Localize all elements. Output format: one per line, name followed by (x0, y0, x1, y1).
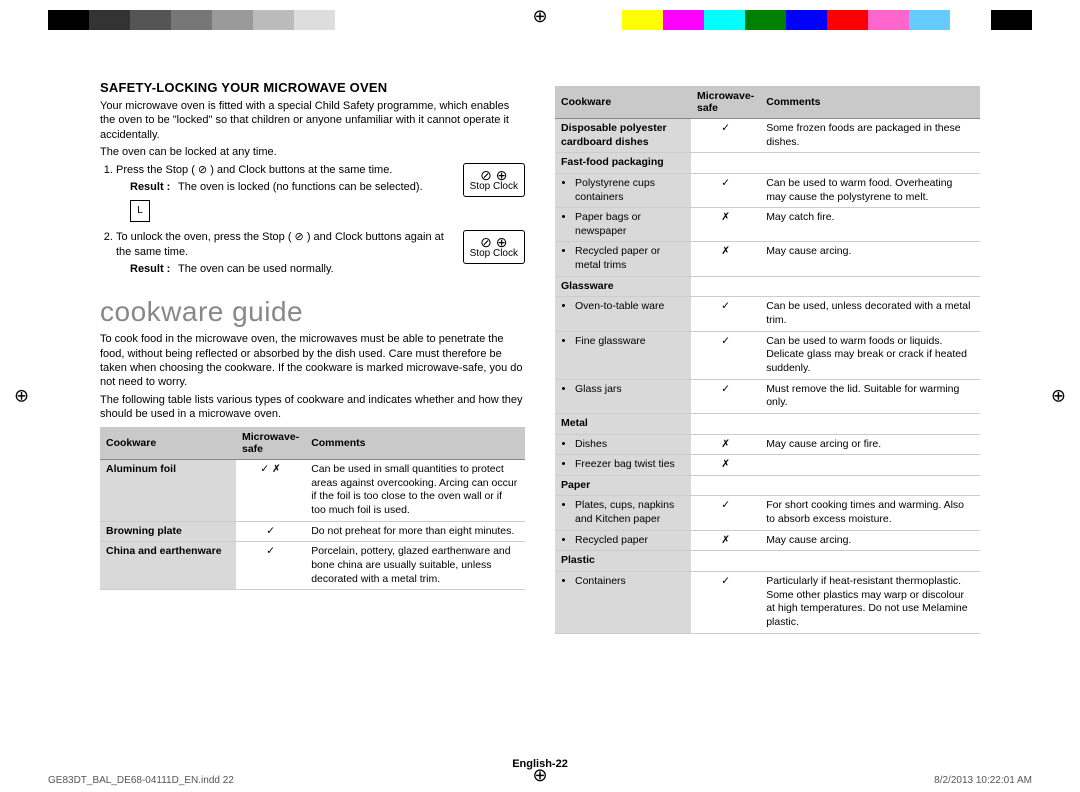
registration-mark-top: ⊕ (532, 6, 547, 27)
th-comments-r: Comments (760, 86, 980, 119)
left-column: SAFETY-LOCKING YOUR MICROWAVE OVEN Your … (100, 80, 525, 732)
safety-intro-2: The oven can be locked at any time. (100, 145, 525, 159)
table-row: Containers✓Particularly if heat-resistan… (555, 572, 980, 634)
table-row: Paper bags or newspaper✗May catch fire. (555, 208, 980, 242)
table-row: Aluminum foil✓ ✗Can be used in small qua… (100, 460, 525, 522)
safety-intro-1: Your microwave oven is fitted with a spe… (100, 99, 525, 142)
table-row: Fine glassware✓Can be used to warm foods… (555, 331, 980, 379)
page-number: English-22 (0, 758, 1080, 770)
guide-intro-1: To cook food in the microwave oven, the … (100, 332, 525, 389)
safety-heading: SAFETY-LOCKING YOUR MICROWAVE OVEN (100, 80, 525, 95)
table-row: Glass jars✓Must remove the lid. Suitable… (555, 379, 980, 413)
table-row: Paper (555, 475, 980, 496)
table-row: Disposable polyester cardboard dishes✓So… (555, 119, 980, 153)
th-cookware-r: Cookware (555, 86, 691, 119)
timestamp-footer: 8/2/2013 10:22:01 AM (934, 775, 1032, 786)
th-safe: Microwave-safe (236, 427, 305, 460)
table-row: Oven-to-table ware✓Can be used, unless d… (555, 297, 980, 331)
result-label-1: Result : (130, 180, 172, 195)
source-file-footer: GE83DT_BAL_DE68-04111D_EN.indd 22 (48, 775, 234, 786)
table-row: Polystyrene cups containers✓Can be used … (555, 173, 980, 207)
result-text-2: The oven can be used normally. (178, 262, 334, 277)
registration-mark-left: ⊕ (14, 386, 29, 407)
cookware-guide-title: cookware guide (100, 296, 525, 328)
table-row: Fast-food packaging (555, 153, 980, 174)
table-row: Glassware (555, 276, 980, 297)
table-row: Plates, cups, napkins and Kitchen paper✓… (555, 496, 980, 530)
table-row: Browning plate✓Do not preheat for more t… (100, 521, 525, 542)
cookware-table-right: Cookware Microwave-safe Comments Disposa… (555, 86, 980, 634)
stop-clock-buttons-2: ⊘ ⊕ Stop Clock (463, 230, 525, 264)
table-row: China and earthenware✓Porcelain, pottery… (100, 542, 525, 590)
result-label-2: Result : (130, 262, 172, 277)
stop-clock-buttons-1: ⊘ ⊕ Stop Clock (463, 163, 525, 197)
table-row: Freezer bag twist ties✗ (555, 455, 980, 476)
guide-intro-2: The following table lists various types … (100, 393, 525, 422)
table-row: Metal (555, 413, 980, 434)
registration-mark-right: ⊕ (1051, 386, 1066, 407)
cookware-table-left: Cookware Microwave-safe Comments Aluminu… (100, 427, 525, 590)
table-row: Recycled paper or metal trims✗May cause … (555, 242, 980, 276)
table-row: Recycled paper✗May cause arcing. (555, 530, 980, 551)
table-row: Dishes✗May cause arcing or fire. (555, 434, 980, 455)
th-comments: Comments (305, 427, 525, 460)
th-safe-r: Microwave-safe (691, 86, 760, 119)
display-lock-indicator: L (130, 200, 150, 222)
page-content: SAFETY-LOCKING YOUR MICROWAVE OVEN Your … (100, 80, 980, 732)
result-text-1: The oven is locked (no functions can be … (178, 180, 423, 195)
right-column: Cookware Microwave-safe Comments Disposa… (555, 80, 980, 732)
th-cookware: Cookware (100, 427, 236, 460)
table-row: Plastic (555, 551, 980, 572)
